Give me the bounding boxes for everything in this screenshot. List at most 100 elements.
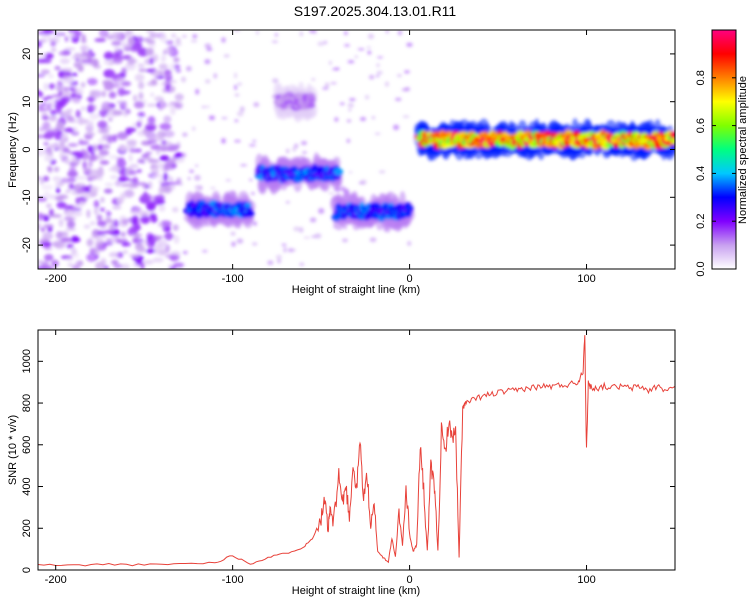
noise-speck: [116, 159, 127, 168]
noise-speck: [346, 138, 351, 144]
noise-speck: [223, 54, 230, 58]
noise-speck: [77, 55, 88, 61]
noise-speck: [147, 133, 158, 143]
noise-speck: [138, 91, 144, 100]
snr-y-tick-label: 400: [21, 477, 33, 495]
noise-speck: [125, 30, 131, 38]
noise-speck: [341, 238, 349, 243]
noise-speck: [76, 182, 86, 188]
noise-speck: [206, 105, 210, 109]
noise-speck: [174, 43, 183, 47]
noise-speck: [271, 40, 279, 43]
noise-speck: [69, 97, 81, 103]
noise-speck: [134, 148, 142, 153]
noise-speck: [275, 254, 283, 260]
noise-speck: [121, 103, 128, 108]
noise-speck: [131, 182, 139, 189]
spectrogram-feature: [271, 81, 318, 123]
noise-speck: [407, 241, 412, 246]
noise-speck: [72, 211, 83, 217]
noise-speck: [58, 50, 71, 56]
noise-speck: [42, 232, 54, 240]
noise-speck: [357, 48, 365, 51]
noise-speck: [157, 248, 167, 256]
noise-speck: [132, 237, 144, 244]
noise-speck: [41, 184, 54, 191]
snr-y-tick-label: 1000: [21, 349, 33, 373]
noise-speck: [44, 154, 54, 162]
noise-speck: [159, 123, 172, 131]
noise-speck: [147, 181, 153, 190]
noise-speck: [137, 47, 149, 57]
spectrogram-feature: [183, 190, 256, 230]
noise-speck: [150, 78, 158, 86]
noise-speck: [60, 68, 73, 72]
noise-speck: [249, 178, 253, 181]
noise-speck: [293, 143, 299, 149]
noise-speck: [162, 130, 175, 138]
noise-speck: [42, 133, 54, 140]
noise-speck: [104, 230, 115, 235]
snr-x-tick-label: -200: [45, 574, 67, 586]
colorbar-frame: [711, 29, 737, 270]
colorbar-gradient: [712, 30, 736, 269]
noise-speck: [43, 142, 49, 146]
snr-y-tick-label: 600: [21, 436, 33, 454]
snr-background: [38, 330, 675, 570]
noise-speck: [62, 110, 71, 117]
noise-speck: [40, 69, 51, 75]
noise-speck: [129, 46, 140, 53]
noise-speck: [168, 263, 173, 268]
spectrogram-x-tick-label: 100: [577, 273, 595, 285]
noise-speck: [179, 182, 183, 186]
noise-speck: [56, 30, 61, 38]
noise-speck: [72, 159, 80, 165]
noise-speck: [58, 218, 64, 228]
noise-speck: [108, 91, 117, 99]
noise-speck: [96, 168, 104, 178]
noise-speck: [128, 170, 138, 176]
noise-speck: [43, 215, 50, 222]
noise-speck: [42, 121, 51, 130]
noise-speck: [75, 109, 81, 119]
noise-speck: [115, 238, 124, 244]
noise-speck: [233, 30, 241, 33]
noise-speck: [347, 102, 354, 108]
chart-title: S197.2025.304.13.01.R11: [294, 3, 457, 19]
noise-speck: [63, 127, 75, 133]
noise-speck: [165, 40, 174, 45]
noise-speck: [38, 222, 42, 231]
noise-speck: [136, 182, 148, 186]
noise-speck: [136, 121, 142, 128]
noise-speck: [41, 241, 52, 248]
noise-speck: [96, 220, 107, 227]
noise-speck: [195, 88, 200, 95]
noise-speck: [234, 119, 239, 123]
noise-speck: [74, 175, 87, 180]
noise-speck: [59, 139, 65, 148]
noise-speck: [121, 263, 130, 269]
noise-speck: [135, 36, 144, 44]
spectrogram-x-tick-label: -200: [45, 273, 67, 285]
noise-speck: [62, 72, 69, 80]
noise-speck: [163, 115, 172, 123]
noise-speck: [160, 34, 168, 43]
noise-speck: [88, 120, 94, 128]
noise-speck: [73, 126, 78, 135]
noise-speck: [108, 167, 115, 172]
noise-speck: [194, 164, 199, 167]
noise-speck: [285, 148, 290, 154]
noise-speck: [61, 96, 71, 103]
noise-speck: [402, 115, 410, 118]
noise-speck: [113, 45, 120, 51]
noise-speck: [377, 56, 384, 59]
noise-speck: [84, 187, 91, 193]
spectrogram-y-axis-label: Frequency (Hz): [7, 112, 19, 188]
snr-line-layer: [38, 335, 675, 567]
noise-speck: [113, 263, 123, 269]
noise-speck: [120, 99, 125, 103]
noise-speck: [68, 34, 78, 38]
noise-speck: [255, 30, 259, 35]
noise-speck: [47, 37, 58, 43]
